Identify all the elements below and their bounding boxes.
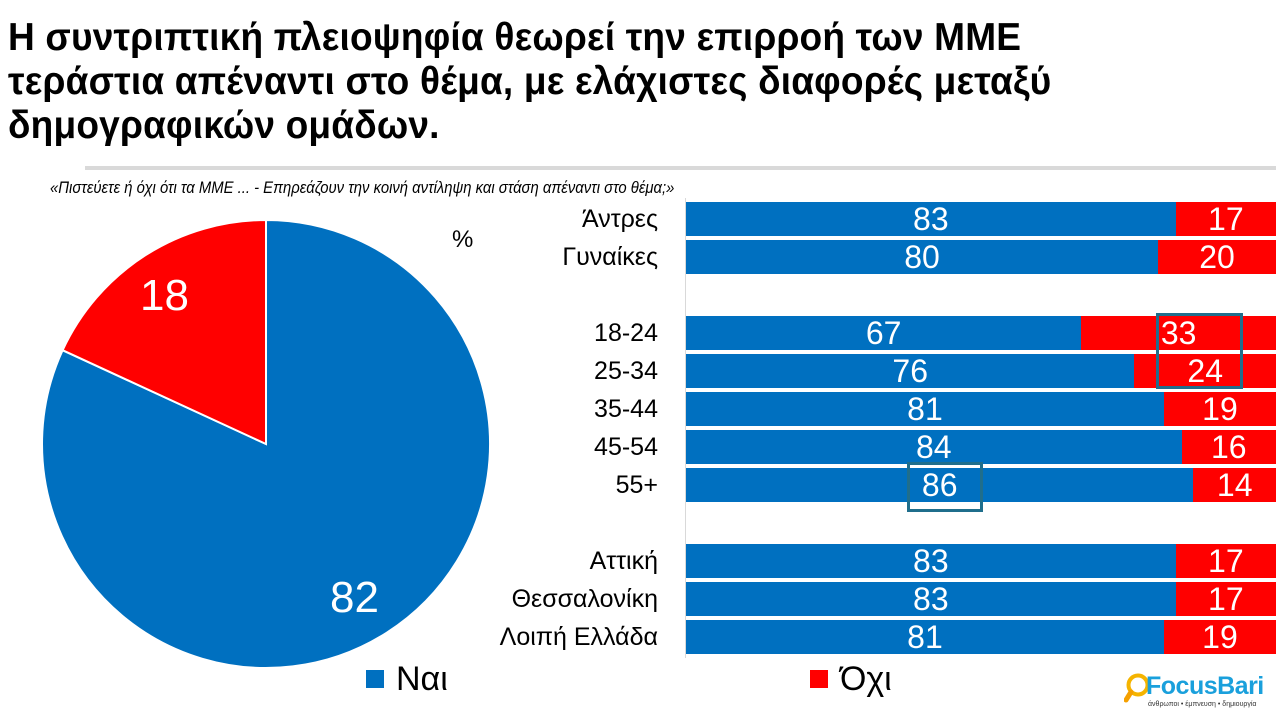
title-divider xyxy=(85,166,1276,170)
bar-row-attica: 83 17 xyxy=(686,544,1276,578)
title-line-2: τεράστια απέναντι στο θέμα, με ελάχιστες… xyxy=(8,60,1052,103)
page-title: Η συντριπτική πλειοψηφία θεωρεί την επιρ… xyxy=(8,16,1205,148)
legend-label-yes: Ναι xyxy=(396,660,448,698)
row-label-45-54: 45-54 xyxy=(594,433,658,461)
bar-yes-25-34: 76 xyxy=(686,354,1135,388)
legend-item-no: Όχι xyxy=(810,659,892,699)
pie-slice-yes xyxy=(41,219,491,669)
bar-yes-55-plus: 86 xyxy=(686,468,1194,502)
legend-label-no: Όχι xyxy=(840,660,892,698)
highlight-box-55-plus-yes xyxy=(907,462,983,512)
legend-swatch-yes xyxy=(366,670,384,688)
pie-chart: 18 82 xyxy=(41,219,491,669)
row-label-men: Άντρες xyxy=(581,205,658,233)
row-label-rest-of-greece: Λοιπή Ελλάδα xyxy=(499,623,658,651)
row-label-18-24: 18-24 xyxy=(594,319,658,347)
unit-label: % xyxy=(452,226,474,253)
pie-slice-no xyxy=(61,219,267,446)
bar-yes-attica: 83 xyxy=(686,544,1176,578)
focusbari-logo: FocusBari άνθρωποι • έμπνευση • δημιουργ… xyxy=(1124,672,1269,712)
legend-item-yes: Ναι xyxy=(366,659,448,699)
bar-no-55-plus: 14 xyxy=(1193,468,1276,502)
pie-svg xyxy=(41,219,491,669)
bar-no-women: 20 xyxy=(1158,240,1276,274)
bar-no-18-24: 33 xyxy=(1081,316,1276,350)
bar-no-rest-of-greece: 19 xyxy=(1163,620,1276,654)
bar-yes-women: 80 xyxy=(686,240,1158,274)
bar-yes-18-24: 67 xyxy=(686,316,1082,350)
magnifier-icon xyxy=(1124,673,1150,703)
row-label-thessaloniki: Θεσσαλονίκη xyxy=(511,585,658,613)
logo-tagline: άνθρωποι • έμπνευση • δημιουργία xyxy=(1148,701,1257,708)
bar-yes-45-54: 84 xyxy=(686,430,1182,464)
logo-name: FocusBari xyxy=(1146,672,1264,700)
bar-row-thessaloniki: 83 17 xyxy=(686,582,1276,616)
title-line-3: δημογραφικών ομάδων. xyxy=(8,104,440,147)
title-line-1: Η συντριπτική πλειοψηφία θεωρεί την επιρ… xyxy=(8,16,1022,59)
row-label-35-44: 35-44 xyxy=(594,395,658,423)
pie-label-yes: 82 xyxy=(330,573,379,622)
bar-yes-35-44: 81 xyxy=(686,392,1164,426)
bar-axis-line xyxy=(685,198,686,658)
bar-no-45-54: 16 xyxy=(1181,430,1276,464)
bar-no-men: 17 xyxy=(1175,202,1276,236)
bar-no-35-44: 19 xyxy=(1163,392,1276,426)
bar-row-18-24: 67 33 xyxy=(686,316,1276,350)
row-label-attica: Αττική xyxy=(589,547,658,575)
highlight-box-young-no xyxy=(1156,313,1243,389)
bar-row-55-plus: 86 14 xyxy=(686,468,1276,502)
bar-yes-thessaloniki: 83 xyxy=(686,582,1176,616)
row-label-women: Γυναίκες xyxy=(562,243,658,271)
pie-label-no: 18 xyxy=(140,271,189,320)
bar-row-35-44: 81 19 xyxy=(686,392,1276,426)
bar-yes-men: 83 xyxy=(686,202,1176,236)
row-label-25-34: 25-34 xyxy=(594,357,658,385)
bar-row-rest-of-greece: 81 19 xyxy=(686,620,1276,654)
bar-row-45-54: 84 16 xyxy=(686,430,1276,464)
bar-row-women: 80 20 xyxy=(686,240,1276,274)
survey-question: «Πιστεύετε ή όχι ότι τα ΜΜΕ ... - Επηρεά… xyxy=(50,179,675,197)
legend-swatch-no xyxy=(810,670,828,688)
row-label-55-plus: 55+ xyxy=(615,471,658,499)
bar-yes-rest-of-greece: 81 xyxy=(686,620,1164,654)
bar-no-thessaloniki: 17 xyxy=(1175,582,1276,616)
bar-no-attica: 17 xyxy=(1175,544,1276,578)
bar-row-men: 83 17 xyxy=(686,202,1276,236)
